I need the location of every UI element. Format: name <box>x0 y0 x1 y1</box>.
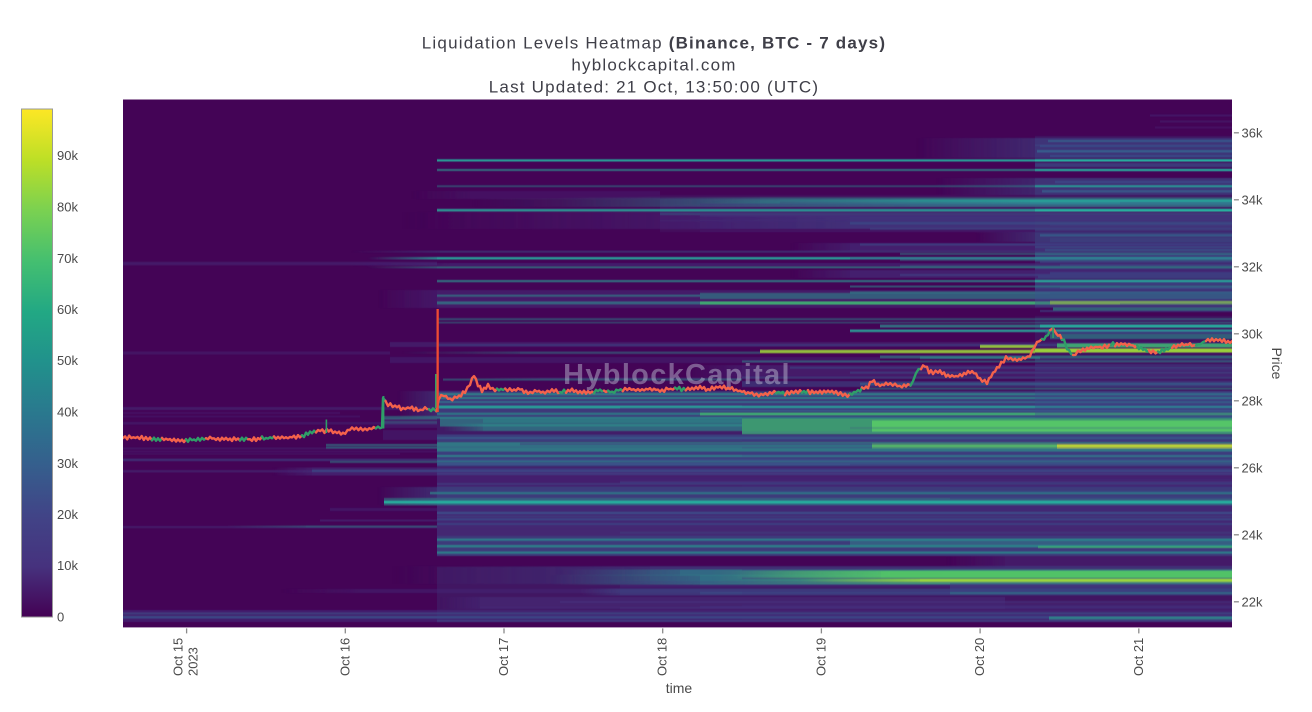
svg-text:Oct 20: Oct 20 <box>972 638 987 676</box>
svg-text:24k: 24k <box>1242 527 1263 542</box>
svg-text:Oct 15: Oct 15 <box>171 638 186 676</box>
svg-text:26k: 26k <box>1242 460 1263 475</box>
svg-text:90k: 90k <box>57 148 78 163</box>
svg-text:34k: 34k <box>1242 192 1263 207</box>
svg-text:60k: 60k <box>57 302 78 317</box>
svg-text:hyblockcapital.com: hyblockcapital.com <box>571 56 736 75</box>
svg-text:40k: 40k <box>57 405 78 420</box>
svg-text:22k: 22k <box>1242 594 1263 609</box>
svg-text:Oct 18: Oct 18 <box>655 638 670 676</box>
svg-text:Last Updated: 21 Oct, 13:50:00: Last Updated: 21 Oct, 13:50:00 (UTC) <box>489 78 819 97</box>
svg-text:HyblockCapital: HyblockCapital <box>563 359 791 391</box>
svg-text:2023: 2023 <box>186 647 201 676</box>
svg-text:Liquidation Levels Heatmap (Bi: Liquidation Levels Heatmap (Binance, BTC… <box>422 34 886 53</box>
svg-text:Price: Price <box>1269 348 1285 380</box>
svg-text:50k: 50k <box>57 353 78 368</box>
svg-text:10k: 10k <box>57 558 78 573</box>
svg-text:28k: 28k <box>1242 393 1263 408</box>
svg-text:time: time <box>666 680 693 696</box>
svg-text:0: 0 <box>57 610 64 625</box>
svg-text:Oct 21: Oct 21 <box>1131 638 1146 676</box>
svg-text:30k: 30k <box>1242 326 1263 341</box>
svg-text:36k: 36k <box>1242 125 1263 140</box>
svg-text:20k: 20k <box>57 507 78 522</box>
svg-text:Oct 16: Oct 16 <box>337 638 352 676</box>
svg-text:70k: 70k <box>57 251 78 266</box>
svg-text:Oct 17: Oct 17 <box>496 638 511 676</box>
svg-text:80k: 80k <box>57 200 78 215</box>
svg-text:Oct 19: Oct 19 <box>813 638 828 676</box>
svg-text:32k: 32k <box>1242 259 1263 274</box>
svg-text:30k: 30k <box>57 456 78 471</box>
